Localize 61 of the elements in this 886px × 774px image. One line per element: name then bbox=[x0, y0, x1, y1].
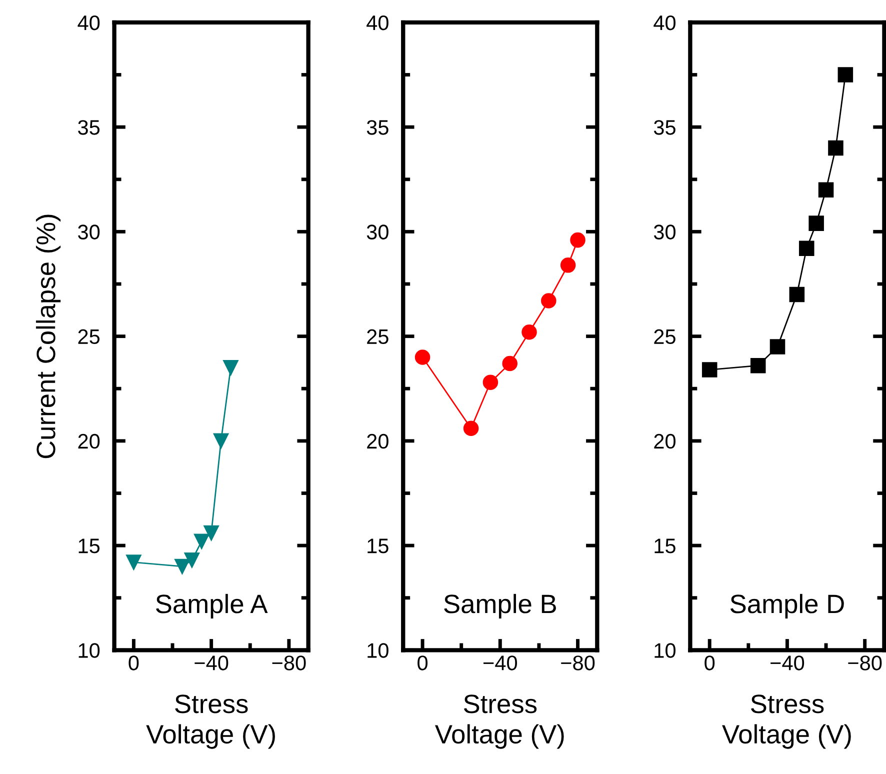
point bbox=[702, 362, 718, 378]
x-tick-label: −40 bbox=[194, 656, 228, 670]
y-tick-label: 10 bbox=[78, 643, 100, 658]
x-tick-label: 0 bbox=[128, 656, 139, 670]
point bbox=[502, 356, 518, 372]
point bbox=[213, 433, 229, 449]
point bbox=[828, 140, 844, 156]
point bbox=[194, 534, 210, 549]
x-tick-label: −80 bbox=[561, 656, 595, 670]
point bbox=[560, 258, 576, 273]
y-tick-label: 20 bbox=[78, 434, 100, 449]
point bbox=[482, 374, 498, 390]
point bbox=[541, 293, 556, 308]
y-tick-label: 15 bbox=[368, 538, 388, 554]
y-tick-label: 20 bbox=[367, 434, 388, 449]
y-tick-label: 15 bbox=[78, 538, 100, 554]
point bbox=[463, 420, 479, 436]
point bbox=[223, 360, 238, 376]
y-tick-label: 35 bbox=[654, 120, 676, 135]
point bbox=[750, 358, 766, 374]
x-tick-label: −40 bbox=[484, 656, 517, 670]
annotation: Sample A bbox=[156, 594, 268, 619]
point bbox=[818, 182, 834, 198]
annotation: Sample B bbox=[444, 594, 556, 619]
x-axis-title: Stress Voltage (V) bbox=[722, 694, 851, 749]
x-tick-label: −80 bbox=[848, 656, 882, 670]
x-tick-label: 0 bbox=[418, 656, 428, 670]
point bbox=[184, 552, 200, 568]
y-tick-label: 15 bbox=[654, 538, 676, 554]
y-tick-label: 25 bbox=[78, 329, 100, 344]
point bbox=[174, 558, 190, 574]
annotation: Sample D bbox=[730, 594, 844, 619]
point bbox=[522, 324, 537, 340]
point bbox=[789, 286, 805, 302]
point bbox=[414, 350, 430, 365]
y-tick-label: 30 bbox=[366, 224, 388, 240]
point bbox=[570, 232, 586, 248]
point bbox=[126, 554, 142, 570]
y-tick-label: 35 bbox=[78, 120, 100, 135]
y-tick-label: 20 bbox=[654, 434, 676, 449]
point bbox=[838, 67, 854, 82]
y-tick-label: 10 bbox=[368, 643, 388, 658]
point bbox=[770, 339, 786, 354]
point bbox=[204, 525, 219, 541]
x-tick-label: −40 bbox=[770, 656, 804, 670]
x-tick-label: 0 bbox=[704, 656, 715, 670]
y-tick-label: 40 bbox=[654, 15, 676, 30]
x-tick-label: −80 bbox=[272, 656, 306, 670]
point bbox=[808, 216, 824, 231]
y-tick-label: 35 bbox=[366, 120, 388, 135]
x-axis-title: Stress Voltage (V) bbox=[434, 694, 564, 749]
point bbox=[798, 240, 814, 256]
y-tick-label: 30 bbox=[654, 224, 676, 240]
y-tick-label: 30 bbox=[78, 224, 100, 240]
x-axis-title: Stress Voltage (V) bbox=[146, 694, 275, 749]
y-tick-label: 25 bbox=[654, 329, 676, 344]
y-tick-label: 25 bbox=[367, 329, 388, 344]
y-axis-title: Current Collapse (%) bbox=[36, 214, 61, 458]
y-tick-label: 10 bbox=[654, 643, 676, 658]
y-tick-label: 40 bbox=[366, 15, 388, 30]
y-tick-label: 40 bbox=[78, 15, 100, 30]
